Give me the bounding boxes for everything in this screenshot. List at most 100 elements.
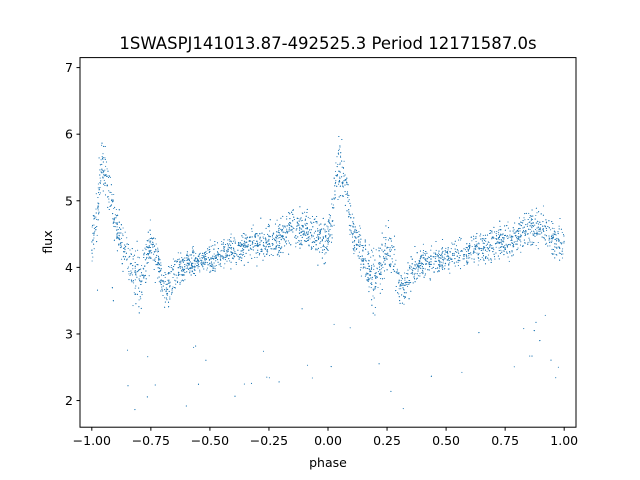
- data-point: [101, 163, 103, 165]
- data-point: [194, 259, 196, 261]
- data-point: [518, 232, 520, 234]
- data-point: [419, 256, 422, 258]
- data-point: [370, 271, 372, 273]
- data-point: [493, 249, 495, 251]
- data-point: [167, 273, 169, 275]
- data-point: [471, 258, 473, 260]
- data-point: [108, 198, 110, 200]
- data-point: [512, 230, 514, 232]
- data-point: [160, 264, 162, 266]
- data-point: [187, 268, 190, 270]
- data-point: [101, 156, 103, 158]
- data-point: [236, 254, 238, 256]
- data-point: [475, 236, 477, 238]
- data-point: [239, 256, 241, 258]
- data-point: [252, 249, 254, 251]
- data-point: [250, 240, 252, 242]
- data-point: [222, 256, 225, 258]
- data-point: [301, 308, 303, 310]
- data-point: [99, 186, 101, 189]
- data-point: [220, 254, 222, 256]
- data-point: [91, 249, 93, 251]
- data-point: [448, 256, 450, 258]
- data-point: [217, 255, 219, 257]
- data-point: [204, 257, 206, 260]
- data-point: [558, 228, 560, 230]
- data-point: [296, 221, 298, 223]
- data-point: [482, 255, 485, 257]
- data-point: [328, 214, 330, 216]
- data-point: [267, 246, 270, 248]
- data-point: [474, 248, 476, 250]
- data-point: [242, 253, 244, 255]
- data-point: [558, 239, 560, 241]
- data-point: [457, 239, 460, 241]
- data-point: [519, 244, 522, 246]
- data-point: [107, 170, 109, 172]
- data-point: [381, 244, 383, 246]
- data-point: [161, 286, 163, 288]
- data-point: [176, 277, 178, 279]
- data-point: [390, 264, 392, 266]
- data-point: [300, 240, 302, 242]
- data-point: [511, 239, 513, 242]
- data-point: [389, 250, 391, 252]
- data-point: [500, 249, 502, 251]
- data-point: [418, 267, 420, 269]
- data-point: [370, 277, 372, 279]
- data-point: [430, 249, 432, 251]
- data-point: [141, 280, 143, 282]
- data-point: [342, 167, 344, 169]
- data-point: [241, 257, 243, 259]
- data-point: [177, 267, 179, 269]
- data-point: [216, 254, 218, 257]
- data-point: [537, 241, 539, 244]
- data-point: [330, 366, 332, 368]
- data-point: [318, 233, 320, 235]
- data-point: [290, 230, 292, 232]
- data-point: [487, 257, 489, 259]
- data-point: [402, 408, 404, 410]
- data-point: [269, 243, 271, 245]
- data-point: [463, 254, 466, 256]
- data-point: [348, 199, 350, 201]
- data-point: [288, 227, 290, 229]
- data-point: [298, 243, 301, 245]
- data-point: [327, 243, 329, 245]
- data-point: [91, 241, 93, 243]
- data-point: [148, 250, 150, 252]
- data-point: [273, 237, 275, 239]
- data-point: [359, 225, 361, 227]
- data-point: [516, 231, 518, 233]
- data-point: [559, 247, 561, 249]
- data-point: [148, 256, 150, 258]
- data-point: [99, 182, 101, 184]
- data-point: [284, 232, 286, 234]
- data-point: [463, 264, 465, 267]
- data-point: [515, 231, 517, 233]
- data-point: [461, 371, 463, 373]
- data-point: [301, 212, 303, 214]
- data-point: [133, 282, 135, 284]
- data-point: [95, 229, 97, 231]
- data-point: [534, 229, 537, 231]
- data-point: [529, 228, 531, 231]
- data-point: [231, 242, 234, 245]
- data-point: [331, 198, 333, 200]
- data-point: [439, 265, 441, 267]
- data-point: [346, 183, 348, 185]
- data-point: [124, 249, 126, 251]
- data-point: [195, 257, 197, 259]
- data-point: [502, 234, 504, 236]
- data-point: [371, 251, 373, 253]
- data-point: [159, 280, 161, 282]
- data-point: [389, 237, 391, 239]
- data-point: [454, 251, 457, 253]
- data-point: [307, 239, 309, 241]
- data-point: [97, 196, 99, 199]
- data-point: [100, 159, 102, 161]
- data-point: [265, 246, 267, 248]
- data-point: [433, 263, 435, 265]
- data-point: [193, 266, 195, 268]
- data-point: [342, 181, 344, 183]
